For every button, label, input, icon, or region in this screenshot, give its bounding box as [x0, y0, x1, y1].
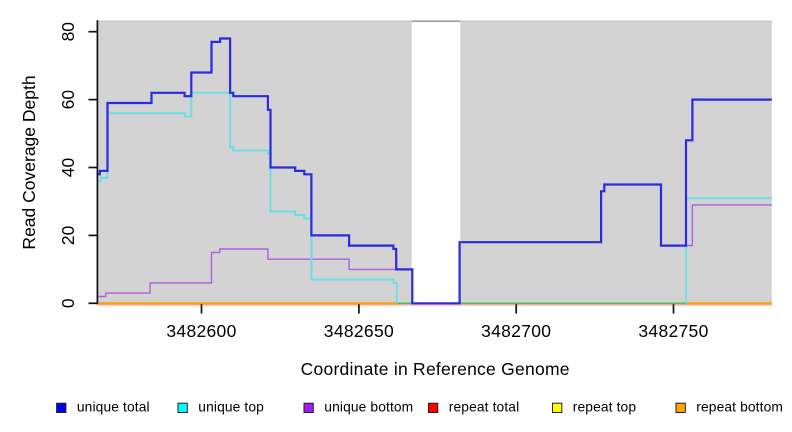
svg-text:Read Coverage Depth: Read Coverage Depth — [19, 75, 39, 249]
svg-text:0: 0 — [58, 298, 78, 308]
svg-text:40: 40 — [58, 158, 78, 178]
svg-text:Coordinate in Reference Genome: Coordinate in Reference Genome — [301, 359, 570, 379]
svg-text:3482650: 3482650 — [324, 321, 394, 341]
svg-text:3482700: 3482700 — [481, 321, 551, 341]
svg-text:repeat bottom: repeat bottom — [696, 400, 783, 415]
svg-text:repeat total: repeat total — [449, 400, 519, 415]
svg-text:60: 60 — [58, 90, 78, 110]
svg-text:3482750: 3482750 — [638, 321, 708, 341]
svg-text:80: 80 — [58, 22, 78, 42]
svg-text:unique total: unique total — [77, 400, 150, 415]
svg-text:repeat top: repeat top — [573, 400, 637, 415]
svg-text:20: 20 — [58, 225, 78, 245]
svg-text:unique top: unique top — [198, 400, 264, 415]
svg-text:3482600: 3482600 — [166, 321, 236, 341]
svg-text:unique bottom: unique bottom — [324, 400, 413, 415]
